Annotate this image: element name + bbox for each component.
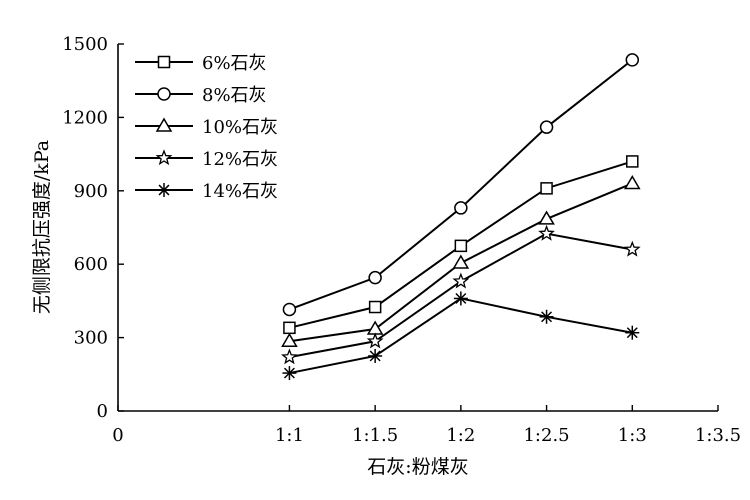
data-point — [539, 120, 554, 134]
data-point — [454, 201, 468, 215]
triangle-shape — [538, 210, 555, 225]
legend-label: 10%石灰 — [202, 117, 278, 138]
series-circle — [282, 53, 640, 317]
data-point — [368, 348, 383, 363]
data-point — [625, 53, 640, 67]
data-point — [539, 309, 554, 324]
circle-shape — [368, 270, 382, 285]
data-point — [626, 155, 639, 168]
legend-item: 8%石灰 — [135, 85, 267, 106]
square-shape — [454, 239, 468, 253]
x-tick-label: 1:2.5 — [523, 425, 569, 446]
circle-shape — [282, 302, 297, 317]
x-tick-label: 1:2 — [446, 425, 475, 446]
asterisk-stroke — [369, 350, 381, 362]
data-point — [625, 325, 640, 340]
triangle-marker — [155, 117, 173, 132]
data-point — [453, 291, 468, 306]
series-star — [281, 224, 641, 365]
circle-shape — [157, 87, 171, 101]
circle-shape — [539, 120, 554, 134]
y-tick-label: 600 — [74, 254, 108, 275]
square-shape — [540, 182, 553, 195]
square-marker — [157, 55, 171, 69]
data-point — [368, 270, 382, 285]
star-shape — [366, 332, 384, 349]
star-shape — [155, 149, 173, 166]
legend-label: 14%石灰 — [202, 181, 278, 202]
triangle-shape — [366, 320, 384, 335]
data-point — [368, 300, 382, 314]
axes — [117, 44, 718, 412]
star-shape — [452, 272, 470, 289]
circle-marker — [157, 87, 171, 101]
square-shape — [368, 300, 382, 314]
legend: 6%石灰 8%石灰 10%石灰 12%石灰 14%石灰 — [135, 53, 278, 202]
legend-item: 6%石灰 — [135, 53, 267, 74]
asterisk-stroke — [541, 311, 553, 323]
legend-label: 8%石灰 — [202, 85, 267, 106]
legend-label: 12%石灰 — [202, 149, 278, 170]
asterisk-stroke — [626, 327, 638, 339]
series-line — [289, 59, 633, 311]
x-tick-label: 0 — [112, 425, 123, 446]
star-marker — [155, 149, 173, 166]
triangle-shape — [281, 332, 298, 348]
data-point — [452, 272, 470, 289]
circle-shape — [454, 201, 468, 215]
data-point — [282, 366, 297, 381]
data-point — [538, 224, 555, 241]
y-tick-label: 1500 — [62, 34, 108, 55]
data-point — [282, 302, 297, 317]
triangle-shape — [623, 174, 641, 190]
data-point — [623, 174, 641, 190]
legend-label: 6%石灰 — [202, 53, 267, 74]
square-shape — [626, 155, 639, 168]
data-point — [283, 321, 296, 335]
asterisk-stroke — [158, 184, 170, 196]
circle-shape — [625, 53, 640, 67]
asterisk-stroke — [283, 367, 295, 379]
data-point — [623, 240, 641, 257]
series-line — [289, 297, 633, 375]
x-tick-label: 1:1 — [275, 425, 304, 446]
data-point — [538, 210, 555, 225]
data-point — [452, 254, 470, 269]
series-triangle — [281, 174, 641, 348]
legend-item: 14%石灰 — [135, 181, 278, 202]
y-tick-label: 0 — [97, 401, 108, 422]
data-point — [281, 332, 298, 348]
data-point — [454, 239, 468, 253]
x-tick-label: 1:3.5 — [695, 425, 741, 446]
data-point — [281, 348, 298, 365]
ticks: 0 300 600 900 1200 1500 0 1:1 1:1.5 1:2 1:2.5 1:3 1:… — [62, 34, 741, 446]
square-shape — [283, 321, 296, 335]
data-point — [540, 182, 553, 195]
data-point — [366, 320, 384, 335]
star-shape — [623, 240, 641, 257]
x-axis-title: 石灰:粉煤灰 — [367, 456, 468, 478]
data-point — [366, 332, 384, 349]
triangle-shape — [452, 254, 470, 269]
square-shape — [157, 55, 171, 69]
asterisk-stroke — [455, 292, 467, 304]
y-tick-label: 1200 — [62, 107, 108, 128]
y-tick-label: 900 — [74, 181, 108, 202]
series-asterisk — [282, 291, 640, 381]
star-shape — [538, 224, 555, 241]
y-tick-label: 300 — [74, 328, 108, 349]
asterisk-marker — [157, 183, 171, 197]
legend-item: 12%石灰 — [135, 149, 278, 170]
y-axis-title: 无侧限抗压强度/kPa — [31, 140, 53, 314]
star-shape — [281, 348, 298, 365]
series-layer — [281, 53, 641, 381]
x-tick-label: 1:1.5 — [352, 425, 398, 446]
legend-item: 10%石灰 — [135, 117, 278, 138]
x-tick-label: 1:3 — [618, 425, 647, 446]
series-square — [283, 155, 639, 335]
triangle-shape — [155, 117, 173, 132]
